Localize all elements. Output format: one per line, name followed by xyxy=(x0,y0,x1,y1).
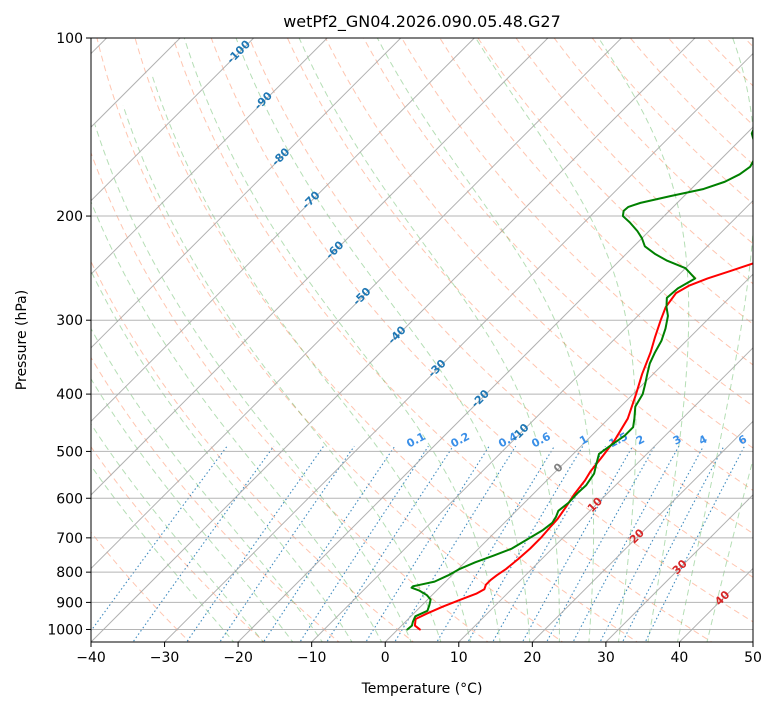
moist-adiabat xyxy=(91,327,323,642)
moist-adiabat xyxy=(91,377,294,642)
x-tick-label: 30 xyxy=(597,650,615,666)
isotherm-line xyxy=(91,38,402,349)
y-axis-label: Pressure (hPa) xyxy=(14,290,30,390)
grid-lines xyxy=(91,38,753,642)
y-axis-ticks: 100 200 300 400 500 600 700 800 900 1000 xyxy=(47,31,91,638)
dry-adiabat xyxy=(363,38,753,449)
y-tick-label: 200 xyxy=(56,209,83,225)
dry-adiabat xyxy=(286,38,753,535)
isotherm-line xyxy=(531,420,753,642)
isotherm-line xyxy=(91,38,696,642)
dry-adiabat xyxy=(91,260,415,642)
isotherm-line xyxy=(91,38,475,423)
y-tick-label: 500 xyxy=(56,444,83,460)
y-tick-label: 800 xyxy=(56,565,83,581)
y-tick-label: 900 xyxy=(56,595,83,611)
y-tick-label: 600 xyxy=(56,491,83,507)
x-axis-ticks: −40 −30 −20 −10 0 10 20 30 40 50 xyxy=(76,642,762,666)
dry-adiabat xyxy=(324,38,753,491)
moist-adiabat xyxy=(91,269,353,642)
y-tick-label: 100 xyxy=(56,31,83,47)
x-tick-label: −10 xyxy=(297,650,327,666)
isotherm-line xyxy=(91,38,549,496)
isotherm-line xyxy=(91,38,255,202)
y-tick-label: 1000 xyxy=(47,622,83,638)
mixing-ratio-line xyxy=(299,445,429,642)
x-tick-label: −30 xyxy=(150,650,180,666)
dewpoint-profile-line xyxy=(406,128,753,631)
moist-adiabat xyxy=(122,105,442,642)
x-axis-label: Temperature (°C) xyxy=(361,681,483,697)
isotherm-line xyxy=(605,494,753,642)
x-tick-label: 40 xyxy=(671,650,689,666)
mixing-ratio-line xyxy=(219,445,355,642)
isotherm-line xyxy=(458,347,753,642)
y-tick-label: 700 xyxy=(56,531,83,547)
plot-frame xyxy=(90,37,754,643)
mixing-ratio-line xyxy=(599,445,704,642)
mixing-ratio-line xyxy=(365,445,490,642)
x-tick-label: 0 xyxy=(381,650,390,666)
mixing-ratio-line xyxy=(185,445,325,642)
isotherm-line xyxy=(384,273,753,642)
isotherm-line xyxy=(91,38,622,570)
isotherm-line xyxy=(164,52,753,642)
plot-area xyxy=(91,38,753,642)
mixing-ratio-line xyxy=(394,445,517,642)
x-tick-label: −20 xyxy=(223,650,253,666)
chart-title: wetPf2_GN04.2026.090.05.48.G27 xyxy=(283,12,561,32)
isotherm-line xyxy=(311,199,753,642)
isotherm-line xyxy=(91,38,328,275)
isotherm-line xyxy=(237,126,753,642)
mixing-ratio-line xyxy=(326,445,454,642)
mixing-ratio-line xyxy=(436,445,555,642)
x-tick-label: −40 xyxy=(76,650,106,666)
x-tick-label: 50 xyxy=(744,650,762,666)
y-tick-label: 300 xyxy=(56,313,83,329)
y-tick-label: 400 xyxy=(56,387,83,403)
dry-adiabat xyxy=(91,151,489,642)
mixing-ratio-line xyxy=(572,445,680,642)
dry-adiabat xyxy=(248,38,753,578)
mixing-ratio-line xyxy=(91,445,228,632)
temperature-profile-line xyxy=(413,262,753,631)
mixing-ratio-line xyxy=(262,445,396,642)
moist-adiabat xyxy=(91,423,264,642)
x-tick-label: 20 xyxy=(523,650,541,666)
x-tick-label: 10 xyxy=(450,650,468,666)
moist-adiabat xyxy=(91,200,383,642)
sounding-series xyxy=(406,128,753,631)
